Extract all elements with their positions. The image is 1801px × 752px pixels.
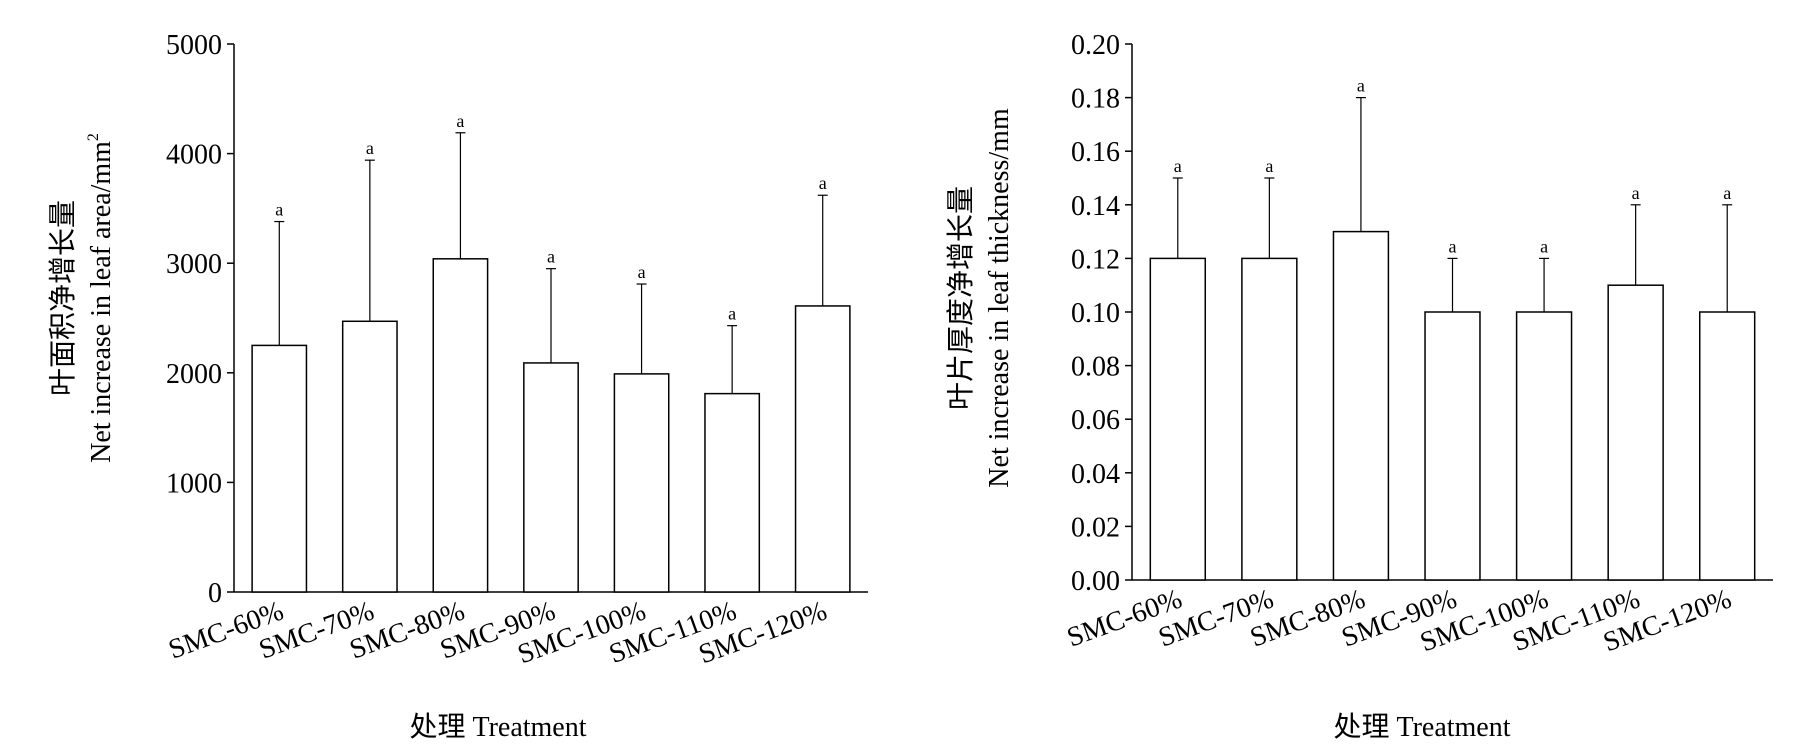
chart1-significance-label: a	[1174, 156, 1182, 176]
chart0-bar	[341, 320, 398, 593]
chart0-ytick-label: 5000	[166, 30, 222, 61]
chart0-bar	[251, 344, 308, 593]
chart0-significance-label: a	[547, 247, 555, 267]
chart0-significance-label: a	[366, 138, 374, 158]
leaf-area-chart: 叶面积净增长量 Net increase in leaf area/mm2 处理…	[47, 30, 868, 743]
chart1-significance-label: a	[1540, 236, 1548, 256]
chart1-bar	[1515, 311, 1573, 581]
chart1-ytick-label: 0.10	[1071, 298, 1120, 329]
chart0-significance-label: a	[275, 200, 283, 220]
chart0-bar	[613, 373, 670, 593]
chart1-significance-label: a	[1449, 236, 1457, 256]
chart0-bar	[704, 392, 761, 593]
chart1-ylabel-cn: 叶片厚度净增长量	[945, 186, 977, 410]
chart1-ytick-label: 0.12	[1071, 244, 1120, 275]
chart1-bar	[1607, 284, 1664, 581]
chart0-ytick-label: 2000	[166, 359, 222, 390]
chart1-ytick-label: 0.04	[1071, 459, 1120, 490]
chart1-significance-label: a	[1357, 76, 1365, 96]
chart0-ylabel-superscript: 2	[85, 133, 102, 141]
chart0-significance-label: a	[456, 111, 464, 131]
chart1-xlabel: 处理 Treatment	[1333, 711, 1510, 743]
chart0-ytick-label: 3000	[166, 249, 222, 280]
chart0-bar	[794, 305, 851, 593]
chart0-ytick-label: 1000	[166, 468, 222, 499]
chart1-bar	[1698, 311, 1756, 581]
chart0-significance-label: a	[819, 173, 827, 193]
chart1-ytick-label: 0.08	[1071, 352, 1120, 383]
chart1-ytick-label: 0.14	[1071, 191, 1120, 222]
chart0-ylabel-cn: 叶面积净增长量	[47, 200, 79, 396]
chart1-bar	[1149, 257, 1207, 581]
chart0-significance-label: a	[638, 262, 646, 282]
chart1-ytick-label: 0.16	[1071, 137, 1120, 168]
chart0-bar	[432, 258, 489, 593]
chart1-ytick-label: 0.18	[1071, 84, 1120, 115]
chart1-significance-label: a	[1632, 183, 1640, 203]
chart1-significance-label: a	[1723, 183, 1731, 203]
chart0-bar	[523, 362, 579, 593]
chart0-xlabel: 处理 Treatment	[409, 711, 586, 743]
chart1-ytick-label: 0.20	[1071, 30, 1120, 61]
leaf-thickness-chart: 叶片厚度净增长量 Net increase in leaf thickness/…	[945, 30, 1773, 743]
chart1-ytick-label: 0.06	[1071, 405, 1120, 436]
chart0-ylabel-en-text: Net increase in leaf area/mm	[86, 141, 117, 463]
chart1-ytick-label: 0.02	[1071, 512, 1120, 543]
chart1-ytick-label: 0.00	[1071, 566, 1120, 597]
chart1-significance-label: a	[1265, 156, 1273, 176]
chart1-bar	[1241, 257, 1298, 581]
chart1-bar	[1332, 230, 1390, 581]
chart0-ylabel-en: Net increase in leaf area/mm2	[85, 133, 117, 463]
chart1-bar	[1424, 311, 1481, 581]
chart0-ytick-label: 0	[208, 578, 222, 609]
chart0-significance-label: a	[728, 304, 736, 324]
chart1-ylabel-en: Net increase in leaf thickness/mm	[984, 108, 1015, 488]
chart0-ytick-label: 4000	[166, 140, 222, 171]
chart1-ylabel-en-text: Net increase in leaf thickness/mm	[984, 108, 1015, 488]
